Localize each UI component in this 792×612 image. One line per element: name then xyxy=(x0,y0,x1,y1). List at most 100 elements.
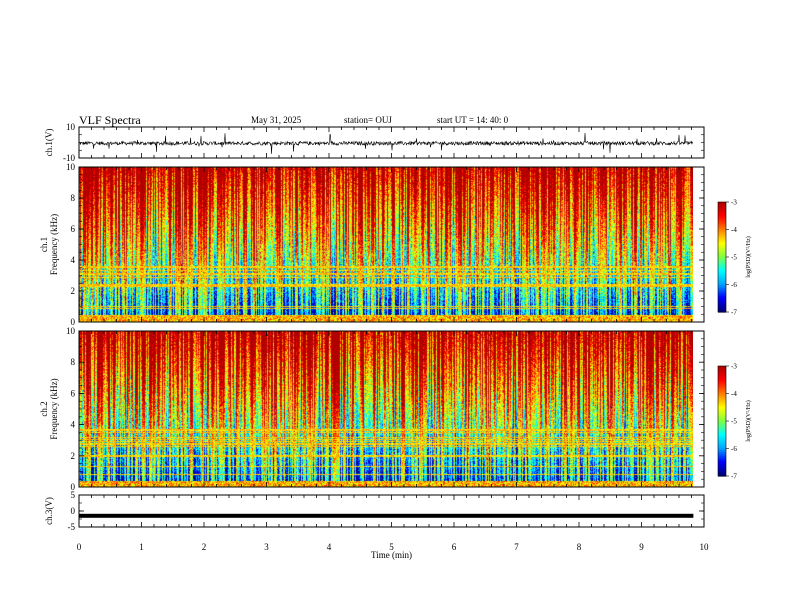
colorbar-swatch xyxy=(718,247,726,251)
colorbar-swatch xyxy=(718,450,726,453)
colorbar-swatch xyxy=(718,441,726,444)
y-tick-label: 0 xyxy=(71,506,76,516)
colorbar-swatch xyxy=(718,269,726,273)
colorbar-swatch xyxy=(718,310,726,313)
colorbar-swatch xyxy=(718,225,726,229)
colorbar-swatch xyxy=(718,271,726,275)
colorbar-swatch xyxy=(718,430,726,433)
colorbar-swatch xyxy=(718,391,726,395)
y-tick-label: 0 xyxy=(71,482,76,492)
x-tick-label: 10 xyxy=(700,542,710,552)
colorbar-swatch xyxy=(718,236,726,240)
colorbar-label: log(PSD)(V²/Hz) xyxy=(745,400,752,441)
colorbar-swatch xyxy=(718,382,726,385)
colorbar-swatch xyxy=(718,397,726,400)
colorbar-swatch xyxy=(718,399,726,402)
colorbar-swatch xyxy=(718,288,726,291)
colorbar-swatch xyxy=(718,251,726,254)
x-tick-label: 4 xyxy=(327,542,332,552)
start-time-label: start UT = 14: 40: 0 xyxy=(437,115,509,125)
colorbar-swatch xyxy=(718,295,726,298)
colorbar-swatch xyxy=(718,408,726,411)
colorbar-swatch xyxy=(718,439,726,442)
colorbar-tick-label: -4 xyxy=(731,226,737,234)
colorbar-swatch xyxy=(718,302,726,306)
colorbar-swatch xyxy=(718,266,726,269)
colorbar-swatch xyxy=(718,277,726,280)
colorbar-swatch xyxy=(718,273,726,276)
y-tick-label: -5 xyxy=(68,522,76,532)
colorbar-swatch xyxy=(718,369,726,373)
colorbar-swatch xyxy=(718,224,726,227)
colorbar-swatch xyxy=(718,466,726,470)
colorbar-swatch xyxy=(718,452,726,455)
colorbar-swatch xyxy=(718,207,726,210)
y-tick-label: 10 xyxy=(66,326,76,336)
colorbar-swatch xyxy=(718,235,726,238)
colorbar-swatch xyxy=(718,417,726,420)
colorbar-swatch xyxy=(718,299,726,302)
colorbar-swatch xyxy=(718,216,726,220)
colorbar-swatch xyxy=(718,286,726,289)
colorbar-swatch xyxy=(718,443,726,446)
colorbar-swatch xyxy=(718,233,726,236)
colorbar-swatch xyxy=(718,465,726,468)
colorbar-swatch xyxy=(718,433,726,437)
colorbar-swatch xyxy=(718,255,726,258)
colorbar-swatch xyxy=(718,388,726,391)
colorbar-swatch xyxy=(718,463,726,466)
colorbar-swatch xyxy=(718,444,726,448)
colorbar-swatch xyxy=(718,279,726,282)
colorbar-swatch xyxy=(718,258,726,262)
colorbar-tick-label: -5 xyxy=(731,254,737,262)
station-label: station= OUJ xyxy=(344,115,392,125)
colorbar-swatch xyxy=(718,218,726,221)
y-tick-label: -10 xyxy=(63,153,75,163)
colorbar-swatch xyxy=(718,468,726,472)
colorbar-swatch xyxy=(718,290,726,293)
colorbar-swatch xyxy=(718,454,726,457)
colorbar-swatch xyxy=(718,282,726,286)
colorbar-swatch xyxy=(718,373,726,376)
colorbar-swatch xyxy=(718,457,726,461)
colorbar-tick-label: -4 xyxy=(731,390,737,398)
x-tick-label: 9 xyxy=(639,542,644,552)
x-tick-label: 6 xyxy=(452,542,457,552)
y-tick-label: 2 xyxy=(71,286,76,296)
colorbar-swatch xyxy=(718,293,726,297)
figure-title: VLF Spectra xyxy=(79,113,141,127)
colorbar-swatch xyxy=(718,220,726,223)
colorbar-swatch xyxy=(718,231,726,234)
colorbar-swatch xyxy=(718,214,726,218)
colorbar-swatch xyxy=(718,213,726,216)
colorbar-swatch xyxy=(718,380,726,384)
y-axis-label: ch.3(V) xyxy=(44,497,54,525)
colorbar-swatch xyxy=(718,209,726,212)
y-axis-label: ch.1 xyxy=(39,237,49,252)
y-tick-label: 4 xyxy=(71,255,76,265)
colorbar-tick-label: -6 xyxy=(731,445,737,453)
y-tick-label: 8 xyxy=(71,357,76,367)
colorbar-swatch xyxy=(718,455,726,459)
colorbar-swatch xyxy=(718,422,726,426)
colorbar-swatch xyxy=(718,377,726,380)
colorbar-tick-label: -7 xyxy=(731,473,737,481)
x-tick-label: 1 xyxy=(139,542,144,552)
waveform-line-ch3 xyxy=(79,513,694,518)
date-label: May 31, 2025 xyxy=(251,115,302,125)
colorbar-tick-label: -6 xyxy=(731,281,737,289)
x-tick-label: 7 xyxy=(514,542,519,552)
colorbar-swatch xyxy=(718,257,726,260)
colorbar-swatch xyxy=(718,426,726,429)
spectrogram-image-ch2 xyxy=(79,331,693,487)
colorbar-swatch xyxy=(718,395,726,398)
colorbar-swatch xyxy=(718,291,726,295)
colorbar-swatch xyxy=(718,419,726,422)
colorbar-swatch xyxy=(718,375,726,378)
colorbar-swatch xyxy=(718,284,726,287)
colorbar-swatch xyxy=(718,421,726,424)
y-tick-label: 8 xyxy=(71,193,76,203)
colorbar-swatch xyxy=(718,304,726,308)
x-tick-label: 3 xyxy=(264,542,269,552)
